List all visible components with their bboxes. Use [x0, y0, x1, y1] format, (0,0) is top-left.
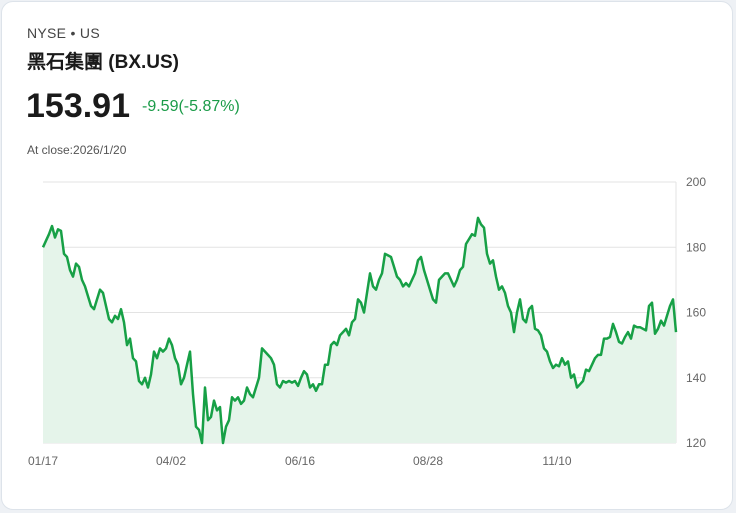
x-tick-label: 01/17 — [28, 454, 58, 468]
y-tick-label: 160 — [686, 306, 706, 320]
x-tick-label: 04/02 — [156, 454, 186, 468]
price-line — [41, 216, 678, 445]
x-tick-label: 06/16 — [285, 454, 315, 468]
x-tick-label: 11/10 — [542, 454, 571, 468]
close-date: At close:2026/1/20 — [27, 143, 127, 157]
current-price: 153.91 — [26, 87, 130, 125]
y-tick-label: 200 — [686, 175, 706, 189]
price-area — [43, 217, 676, 443]
x-tick-label: 08/28 — [413, 454, 443, 468]
y-tick-label: 140 — [686, 371, 706, 385]
price-change: -9.59(-5.87%) — [142, 98, 240, 115]
y-tick-label: 180 — [686, 240, 706, 254]
stock-title: 黑石集團 (BX.US) — [27, 52, 180, 73]
y-tick-label: 120 — [686, 436, 706, 450]
exchange-label: NYSE • US — [27, 25, 100, 41]
